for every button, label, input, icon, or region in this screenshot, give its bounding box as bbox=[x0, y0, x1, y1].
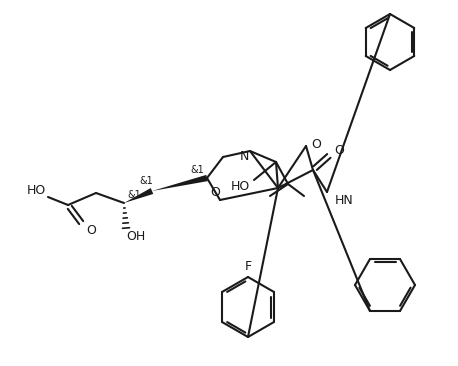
Text: O: O bbox=[334, 143, 344, 157]
Text: &1: &1 bbox=[190, 165, 204, 175]
Text: O: O bbox=[210, 187, 220, 199]
Polygon shape bbox=[124, 188, 153, 203]
Text: HO: HO bbox=[27, 184, 46, 198]
Text: F: F bbox=[245, 261, 251, 273]
Text: O: O bbox=[86, 224, 96, 236]
Text: N: N bbox=[240, 150, 249, 164]
Text: OH: OH bbox=[126, 229, 146, 243]
Text: HO: HO bbox=[230, 180, 250, 194]
Text: &1: &1 bbox=[139, 176, 153, 186]
Text: HN: HN bbox=[335, 194, 354, 206]
Polygon shape bbox=[152, 175, 208, 191]
Text: &1: &1 bbox=[127, 190, 141, 200]
Text: O: O bbox=[311, 138, 321, 150]
